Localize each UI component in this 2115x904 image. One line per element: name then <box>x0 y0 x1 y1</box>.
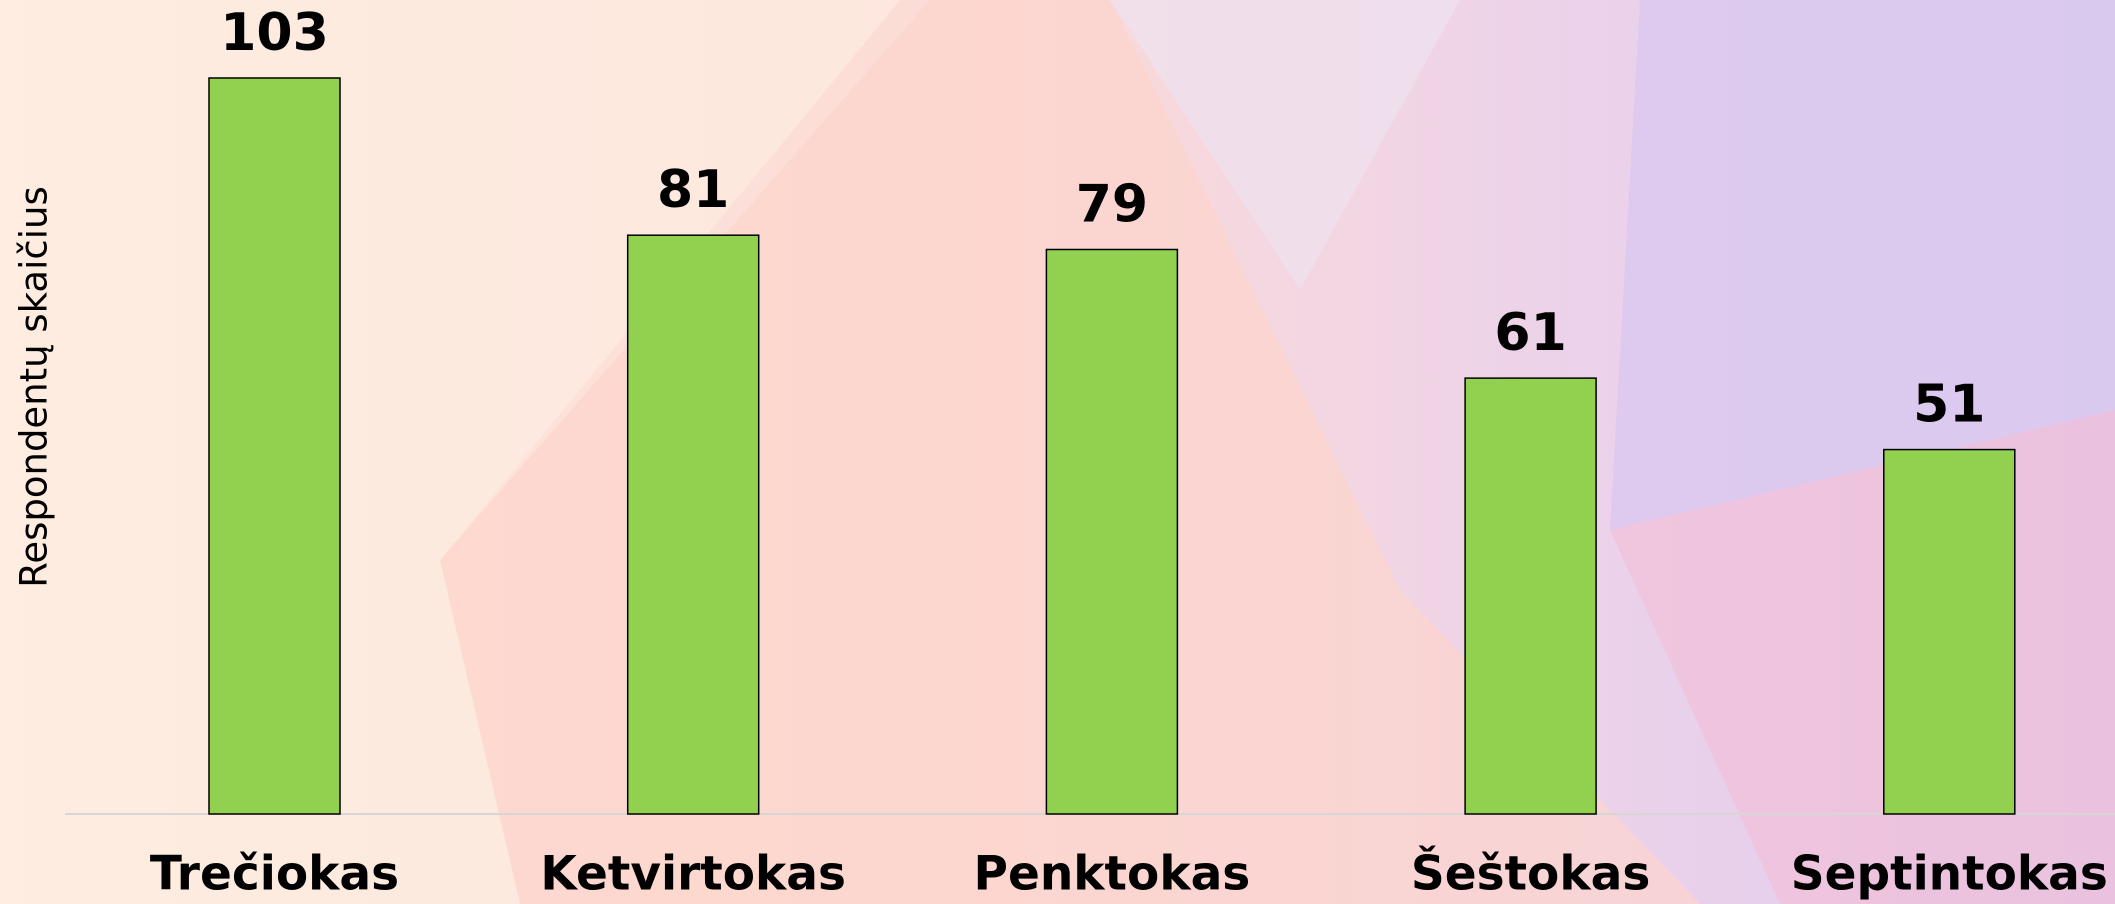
bar <box>1464 377 1597 815</box>
bar <box>1883 448 2016 815</box>
y-axis-label: Respondentų skaičius <box>13 186 56 587</box>
data-label: 103 <box>220 3 329 63</box>
x-tick-label: Septintokas <box>1791 847 2108 902</box>
x-tick-label: Ketvirtokas <box>540 847 846 902</box>
data-label: 61 <box>1494 303 1566 363</box>
data-label: 51 <box>1913 375 1985 435</box>
x-tick-label: Šeštokas <box>1411 847 1650 902</box>
x-tick-label: Trečiokas <box>150 847 399 902</box>
bar <box>626 234 760 815</box>
bar <box>1045 248 1179 815</box>
bar <box>208 77 341 815</box>
data-label: 79 <box>1076 174 1148 234</box>
x-tick-label: Penktokas <box>974 847 1251 902</box>
data-label: 81 <box>657 160 729 220</box>
